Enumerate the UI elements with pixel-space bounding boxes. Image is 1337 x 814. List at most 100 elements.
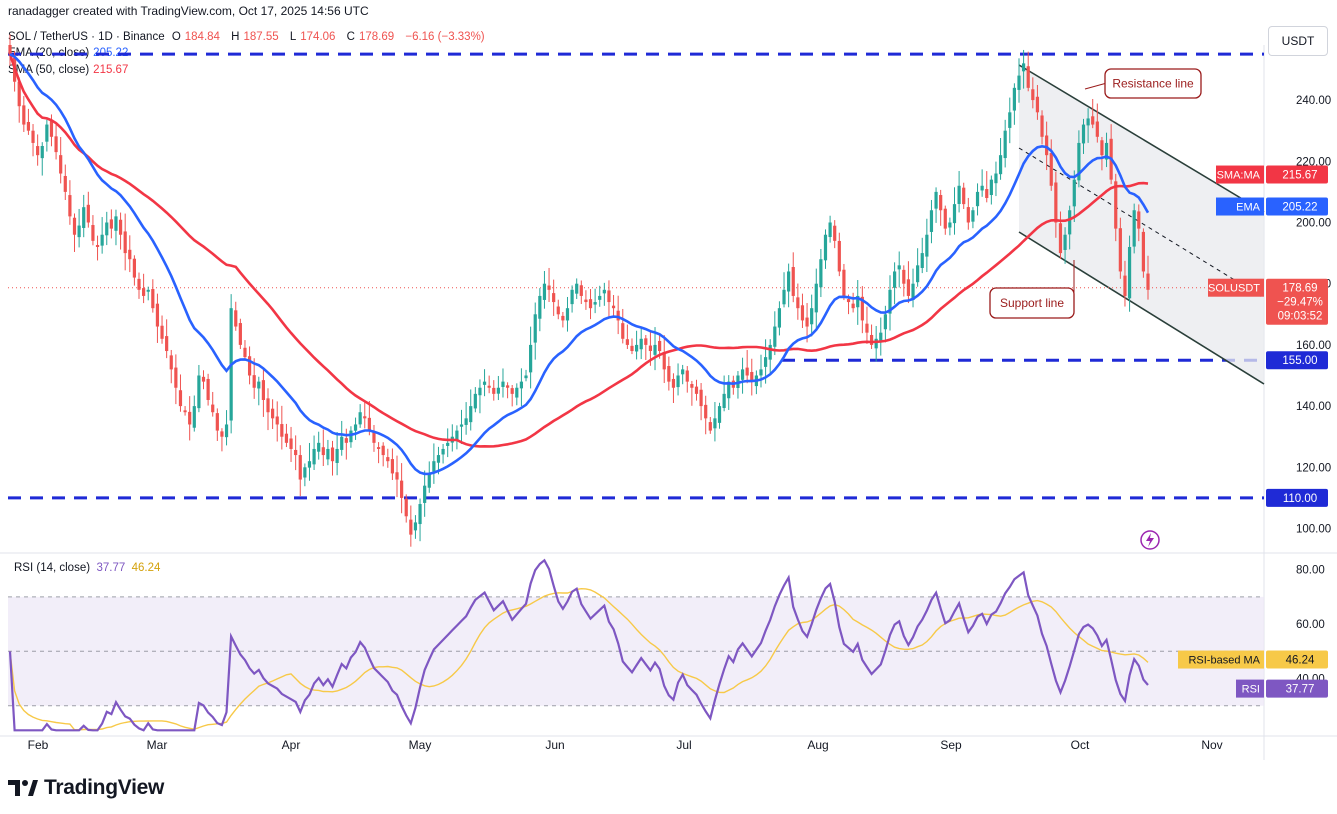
indicator-tag-value: 205.22 [1282,202,1317,214]
candle-body [565,308,570,321]
ohlc-close: C 178.69 [346,31,395,43]
candle-body [552,293,556,303]
candle-body [653,344,657,355]
candle-body [833,225,837,241]
tradingview-logo-icon [8,780,38,796]
candle-body [791,267,795,296]
candle-body [962,187,966,205]
candle-body [1104,142,1109,160]
candle-body [298,455,302,480]
candle-body [768,344,772,360]
candle-body [317,442,321,452]
candle-body [538,295,542,319]
candle-body [1095,121,1099,137]
candle-body [1031,89,1035,101]
candle-body [667,366,671,382]
candle-body [598,295,602,300]
price-axis-tick: 100.00 [1296,524,1331,536]
candle-body [1118,228,1122,272]
candle-body [874,338,878,349]
candle-body [197,375,201,409]
candle-body [925,234,929,257]
candle-body [971,210,975,222]
candle-body [1127,246,1132,299]
candle-body [372,431,376,443]
candle-body [17,81,21,107]
candle-body [307,461,312,468]
candle-body [713,418,717,429]
candle-body [1137,211,1141,229]
candle-body [151,289,155,309]
price-axis-tick: 240.00 [1296,95,1331,107]
last-price-name: SOLUSDT [1208,283,1260,295]
time-axis-tick: Jul [676,738,691,752]
rsi-legend[interactable]: RSI (14, close) 37.77 46.24 [14,562,161,574]
candle-body [400,480,404,498]
candle-body [1077,142,1081,181]
candle-body [100,234,104,246]
candle-body [183,410,187,413]
candle-body [441,448,445,455]
time-axis-tick: May [409,738,432,752]
candle-body [91,225,95,241]
candle-body [796,297,800,309]
candle-body [243,347,247,358]
tradingview-logo[interactable]: TradingView [8,776,164,800]
ema-legend[interactable]: EMA (20, close) 205.22 [8,47,129,59]
candle-body [1146,273,1150,290]
candle-body [49,120,54,137]
rsi-tag-value: 37.77 [1286,684,1315,696]
candle-body [750,371,754,382]
level-tag-text: 155.00 [1282,355,1317,367]
candle-body [957,185,961,204]
price-axis-tick: 120.00 [1296,462,1331,474]
candle-body [920,253,924,268]
candle-body [717,406,722,423]
candle-body [851,303,855,309]
candle-body [519,381,524,389]
support-line [1018,231,1265,385]
candle-body [763,357,768,367]
candle-body [432,461,436,472]
candle-body [704,404,708,419]
indicator-tag-value: 215.67 [1282,170,1317,182]
candle-body [819,259,823,288]
candle-body [621,323,625,339]
candle-body [1035,96,1040,113]
candle-body [455,430,459,441]
symbol-label[interactable]: SOL / TetherUS · 1D · Binance [8,31,165,43]
candle-body [142,288,146,296]
price-axis-tick: 220.00 [1296,156,1331,168]
candle-body [105,222,109,236]
candle-body [1022,63,1026,72]
candle-body [634,344,639,352]
candle-body [1040,115,1044,137]
candle-body [367,417,371,431]
candle-body [211,404,215,413]
time-axis-tick: Aug [807,738,828,752]
candle-body [745,367,749,376]
candle-body [570,289,574,305]
candle-body [671,378,676,388]
candle-body [630,345,634,352]
candle-body [123,231,127,254]
candle-body [676,375,680,388]
candle-body [1012,87,1016,111]
candle-body [280,424,284,437]
rsi-ma-line [9,587,1149,731]
level-tag [1266,351,1328,370]
candle-body [561,315,565,321]
candle-body [1017,75,1021,90]
level-tag [1266,488,1328,507]
candle-body [810,308,814,325]
candle-body [464,418,468,425]
currency-button[interactable]: USDT [1268,26,1328,56]
time-axis-tick: Sep [940,738,962,752]
candle-body [777,308,782,328]
ohlc-high: H 187.55 [231,31,279,43]
candle-body [496,387,500,394]
rsi-tag-value-bg [1266,650,1328,669]
lightning-icon [1140,530,1160,550]
candle-body [607,290,611,303]
